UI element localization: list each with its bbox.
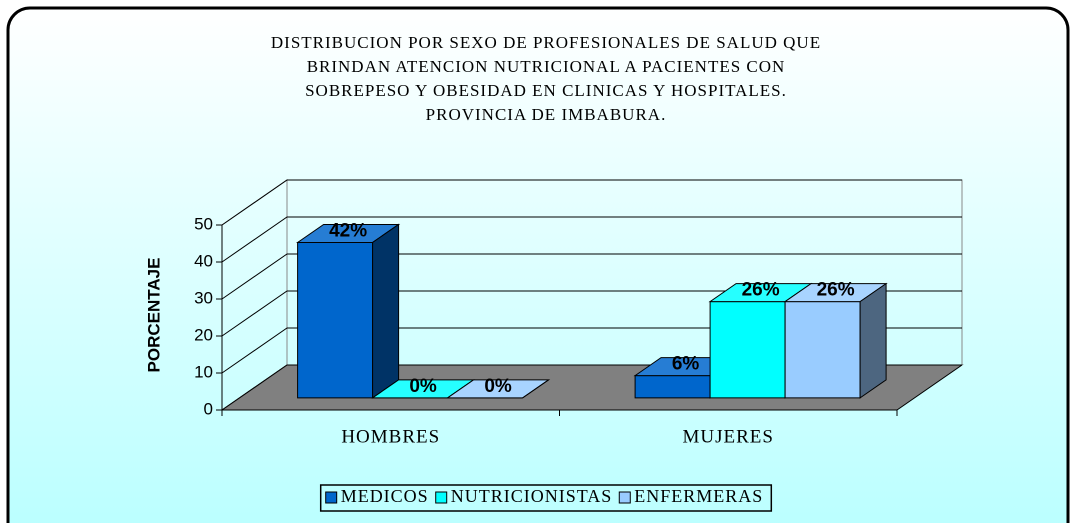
x-tick-label: HOMBRES bbox=[341, 426, 440, 447]
title-line: PROVINCIA DE IMBABURA. bbox=[426, 105, 667, 124]
bar bbox=[295, 223, 401, 399]
legend-label: NUTRICIONISTAS bbox=[451, 486, 613, 506]
chart-title: DISTRIBUCION POR SEXO DE PROFESIONALES D… bbox=[271, 33, 821, 124]
value-label: 26% bbox=[817, 280, 855, 301]
value-label: 6% bbox=[672, 354, 700, 375]
value-label: 26% bbox=[742, 280, 780, 301]
x-tick-label: MUJERES bbox=[683, 426, 774, 447]
y-tick-label: 40 bbox=[194, 251, 213, 270]
bar-side bbox=[372, 223, 400, 399]
title-line: SOBREPESO Y OBESIDAD EN CLINICAS Y HOSPI… bbox=[305, 81, 787, 100]
title-line: BRINDAN ATENCION NUTRICIONAL A PACIENTES… bbox=[307, 57, 786, 76]
value-label: 0% bbox=[484, 376, 512, 397]
value-label: 0% bbox=[409, 376, 437, 397]
bar-side bbox=[859, 282, 887, 399]
legend-swatch bbox=[618, 491, 631, 504]
bar-front bbox=[784, 301, 861, 399]
y-axis-label: PORCENTAJE bbox=[144, 258, 163, 373]
y-tick-label: 20 bbox=[194, 325, 213, 344]
grid-line bbox=[221, 216, 962, 263]
y-tick-label: 50 bbox=[194, 214, 213, 233]
legend: MEDICOS NUTRICIONISTAS ENFERMERAS bbox=[319, 484, 773, 512]
legend-box bbox=[319, 484, 773, 512]
grid-line bbox=[221, 253, 962, 300]
y-tick-label: 10 bbox=[194, 362, 213, 381]
y-tick-label: 0 bbox=[204, 399, 213, 418]
title-line: DISTRIBUCION POR SEXO DE PROFESIONALES D… bbox=[271, 33, 821, 52]
bar-front bbox=[709, 301, 786, 399]
bar-side bbox=[522, 379, 549, 399]
value-label: 42% bbox=[329, 220, 367, 241]
bar bbox=[445, 379, 551, 399]
legend-label: ENFERMERAS bbox=[634, 486, 763, 506]
bar-front bbox=[297, 241, 374, 399]
legend-swatch bbox=[325, 491, 338, 504]
bar bbox=[783, 282, 888, 399]
legend-label: MEDICOS bbox=[341, 486, 429, 506]
bar-front bbox=[634, 375, 711, 399]
y-tick-label: 30 bbox=[194, 288, 213, 307]
grid-line bbox=[221, 179, 962, 226]
legend-swatch bbox=[435, 491, 448, 504]
